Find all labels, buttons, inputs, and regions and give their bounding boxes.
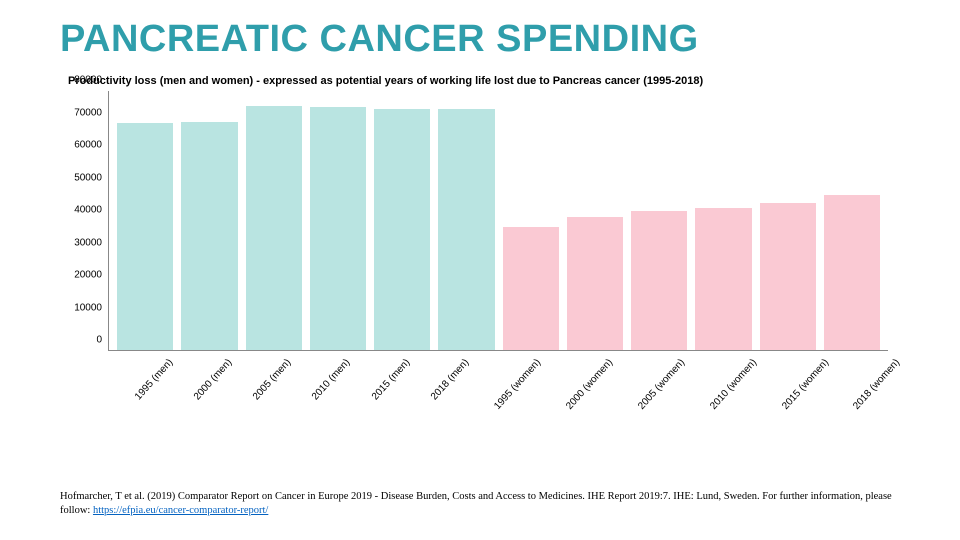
x-axis-labels: 1995 (men)2000 (men)2005 (men)2010 (men)… xyxy=(108,351,888,366)
x-tick-label: 2005 (men) xyxy=(251,357,293,402)
citation-link[interactable]: https://efpia.eu/cancer-comparator-repor… xyxy=(93,505,268,516)
bar-women xyxy=(824,195,880,350)
bar-women xyxy=(567,217,623,350)
x-tick-label: 2010 (women) xyxy=(708,357,759,412)
y-tick-label: 10000 xyxy=(74,302,102,313)
bar-women xyxy=(631,211,687,350)
bar-men xyxy=(310,107,366,350)
bar-women xyxy=(503,227,559,350)
citation: Hofmarcher, T et al. (2019) Comparator R… xyxy=(60,490,920,518)
chart-subtitle: Productivity loss (men and women) - expr… xyxy=(68,75,904,87)
x-tick-label: 2015 (men) xyxy=(369,357,411,402)
x-tick-label: 2005 (women) xyxy=(636,357,687,412)
bar-men xyxy=(117,123,173,350)
y-tick-label: 80000 xyxy=(74,75,102,86)
y-tick-label: 30000 xyxy=(74,237,102,248)
y-tick-label: 50000 xyxy=(74,172,102,183)
y-tick-label: 70000 xyxy=(74,107,102,118)
x-tick-label: 1995 (men) xyxy=(133,357,175,402)
y-axis: 0100002000030000400005000060000700008000… xyxy=(68,91,108,351)
bar-women xyxy=(695,208,751,350)
bar-men xyxy=(181,122,237,350)
y-tick-label: 60000 xyxy=(74,140,102,151)
page-title: PANCREATIC CANCER SPENDING xyxy=(60,18,900,61)
x-tick-label: 2000 (men) xyxy=(192,357,234,402)
x-tick-label: 2010 (men) xyxy=(310,357,352,402)
productivity-loss-chart: Productivity loss (men and women) - expr… xyxy=(68,75,904,366)
bars-container xyxy=(109,91,888,350)
plot-area xyxy=(108,91,888,351)
bar-men xyxy=(246,106,302,350)
x-tick-label: 2000 (women) xyxy=(564,357,615,412)
y-tick-label: 20000 xyxy=(74,270,102,281)
x-tick-label: 2018 (women) xyxy=(852,357,903,412)
x-tick-label: 2018 (men) xyxy=(429,357,471,402)
bar-men xyxy=(438,109,494,350)
x-tick-label: 2015 (women) xyxy=(780,357,831,412)
bar-men xyxy=(374,109,430,350)
bar-women xyxy=(760,203,816,350)
y-tick-label: 0 xyxy=(96,335,102,346)
y-tick-label: 40000 xyxy=(74,205,102,216)
plot-row: 0100002000030000400005000060000700008000… xyxy=(68,91,904,351)
slide: PANCREATIC CANCER SPENDING Productivity … xyxy=(0,0,960,540)
x-tick-label: 1995 (women) xyxy=(492,357,543,412)
